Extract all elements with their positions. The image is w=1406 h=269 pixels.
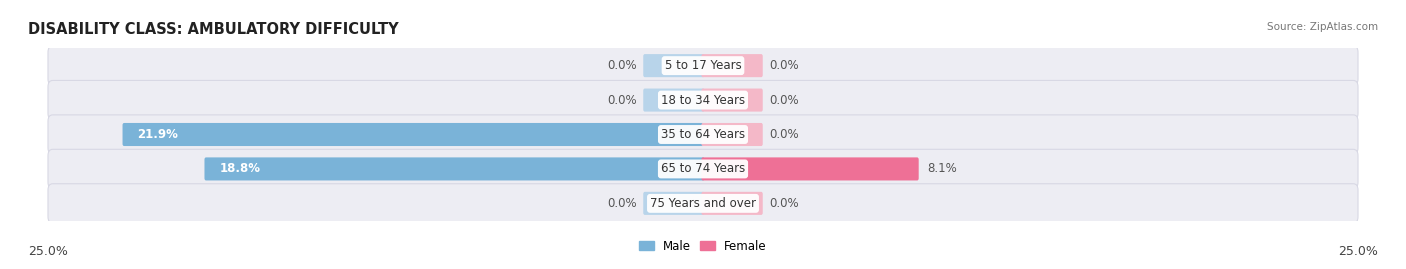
Text: 35 to 64 Years: 35 to 64 Years [661, 128, 745, 141]
Text: 18.8%: 18.8% [219, 162, 260, 175]
FancyBboxPatch shape [48, 46, 1358, 85]
Text: 75 Years and over: 75 Years and over [650, 197, 756, 210]
Text: 25.0%: 25.0% [28, 245, 67, 258]
Text: 5 to 17 Years: 5 to 17 Years [665, 59, 741, 72]
FancyBboxPatch shape [702, 89, 762, 112]
Text: 21.9%: 21.9% [138, 128, 179, 141]
Text: 18 to 34 Years: 18 to 34 Years [661, 94, 745, 107]
FancyBboxPatch shape [702, 123, 762, 146]
FancyBboxPatch shape [48, 184, 1358, 223]
Text: 25.0%: 25.0% [1339, 245, 1378, 258]
Text: 0.0%: 0.0% [769, 94, 799, 107]
FancyBboxPatch shape [702, 192, 762, 215]
FancyBboxPatch shape [204, 157, 704, 180]
Text: 8.1%: 8.1% [928, 162, 957, 175]
Text: DISABILITY CLASS: AMBULATORY DIFFICULTY: DISABILITY CLASS: AMBULATORY DIFFICULTY [28, 22, 399, 37]
Text: 0.0%: 0.0% [769, 128, 799, 141]
FancyBboxPatch shape [644, 89, 704, 112]
FancyBboxPatch shape [122, 123, 704, 146]
FancyBboxPatch shape [48, 149, 1358, 189]
FancyBboxPatch shape [644, 192, 704, 215]
FancyBboxPatch shape [644, 54, 704, 77]
Text: 0.0%: 0.0% [607, 94, 637, 107]
FancyBboxPatch shape [48, 115, 1358, 154]
Legend: Male, Female: Male, Female [640, 240, 766, 253]
FancyBboxPatch shape [702, 157, 918, 180]
Text: 0.0%: 0.0% [769, 197, 799, 210]
Text: 0.0%: 0.0% [769, 59, 799, 72]
Text: Source: ZipAtlas.com: Source: ZipAtlas.com [1267, 22, 1378, 31]
Text: 0.0%: 0.0% [607, 197, 637, 210]
Text: 0.0%: 0.0% [607, 59, 637, 72]
Text: 65 to 74 Years: 65 to 74 Years [661, 162, 745, 175]
FancyBboxPatch shape [702, 54, 762, 77]
FancyBboxPatch shape [48, 80, 1358, 120]
